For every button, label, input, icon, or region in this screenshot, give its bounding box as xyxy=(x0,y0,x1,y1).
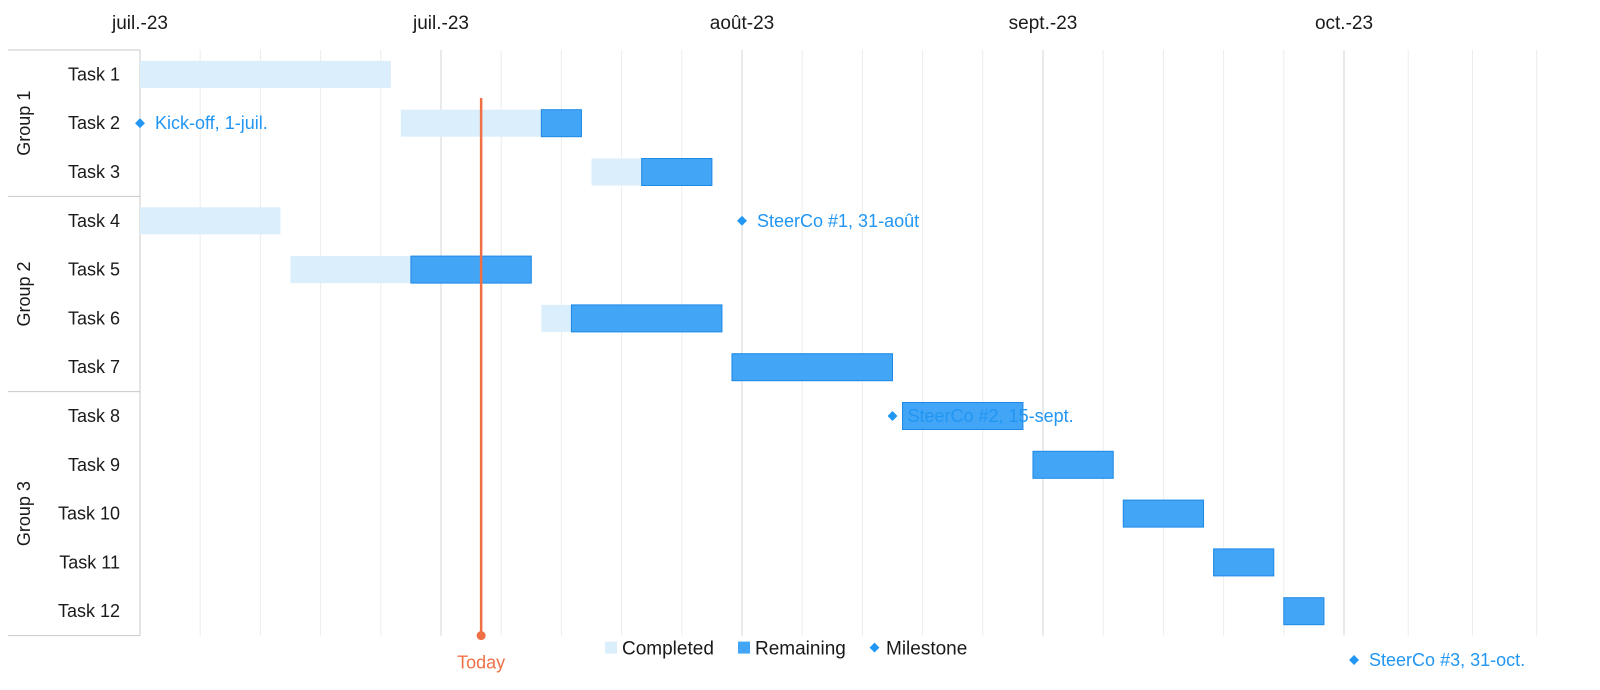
bar-remaining xyxy=(1122,499,1205,528)
bar-remaining xyxy=(902,402,1024,430)
x-tick-label: sept.-23 xyxy=(1009,13,1078,34)
task-label: Task 1 xyxy=(68,64,120,84)
task-label: Task 4 xyxy=(68,211,120,231)
x-tick-label: oct.-23 xyxy=(1315,13,1373,34)
task-label: Task 8 xyxy=(68,406,120,426)
legend-label-completed: Completed xyxy=(622,639,714,660)
task-label: Task 11 xyxy=(59,552,120,572)
milestone-diamond-icon xyxy=(887,411,898,421)
bar-remaining xyxy=(1032,450,1114,479)
bar-remaining xyxy=(731,353,894,382)
bar-remaining xyxy=(410,255,532,284)
today-dot xyxy=(476,631,486,641)
x-axis-tick-labels: juil.-23 juil.-23 août-23 sept.-23 oct.-23 xyxy=(111,13,1373,34)
x-tick-label: août-23 xyxy=(710,13,774,34)
task-label: Task 10 xyxy=(58,504,120,524)
legend-swatch-completed xyxy=(605,641,617,654)
task-label: Task 5 xyxy=(68,260,120,280)
x-tick-label: juil.-23 xyxy=(412,13,469,34)
milestone-diamond-icon xyxy=(737,215,747,226)
milestone-label: SteerCo #3, 31-oct. xyxy=(1369,650,1525,670)
milestone-label: Kick-off, 1-juil. xyxy=(155,113,268,133)
bar-remaining xyxy=(1283,597,1325,626)
task-label: Task 9 xyxy=(68,455,120,475)
group-label: Group 1 xyxy=(14,91,34,156)
bar-remaining xyxy=(570,304,723,333)
milestone-label: SteerCo #1, 31-août xyxy=(757,211,919,231)
today-label: Today xyxy=(457,653,505,673)
x-tick-label: juil.-23 xyxy=(111,13,168,34)
task-label: Task 6 xyxy=(68,308,120,328)
task-labels: Task 1 Task 2 Task 3 Task 4 Task 5 Task 6 Task… xyxy=(58,64,120,621)
gridlines xyxy=(199,50,1538,636)
bar-remaining xyxy=(540,109,582,138)
bar-completed xyxy=(400,109,542,137)
milestone-diamond-icon xyxy=(135,118,145,129)
task-label: Task 3 xyxy=(68,162,120,182)
bar-completed xyxy=(591,158,642,186)
chart-frame xyxy=(8,49,141,637)
legend-label-milestone: Milestone xyxy=(886,639,967,660)
task-label: Task 2 xyxy=(68,113,120,133)
group-label: Group 2 xyxy=(14,261,34,326)
milestone-diamond-icon xyxy=(1349,655,1359,665)
bar-remaining xyxy=(1213,548,1275,577)
group-labels: Group 1 Group 2 Group 3 xyxy=(14,91,34,546)
bar-completed xyxy=(541,304,572,332)
milestones: Kick-off, 1-juil. SteerCo #1, 31-août Stee… xyxy=(135,113,1525,670)
milestone-label: SteerCo #2, 15-sept. xyxy=(908,406,1074,426)
legend-label-remaining: Remaining xyxy=(755,639,846,660)
legend-milestone-icon xyxy=(869,642,880,653)
bar-completed xyxy=(140,207,281,235)
group-label: Group 3 xyxy=(14,481,34,546)
legend: Completed Remaining Milestone xyxy=(605,639,967,660)
today-marker: Today xyxy=(457,98,505,673)
task-label: Task 7 xyxy=(68,357,120,377)
bar-completed xyxy=(290,256,411,284)
task-label: Task 12 xyxy=(58,601,120,621)
legend-swatch-remaining xyxy=(738,641,750,654)
task-bars xyxy=(140,60,1325,626)
bar-remaining xyxy=(641,158,713,186)
bar-completed xyxy=(140,60,391,88)
